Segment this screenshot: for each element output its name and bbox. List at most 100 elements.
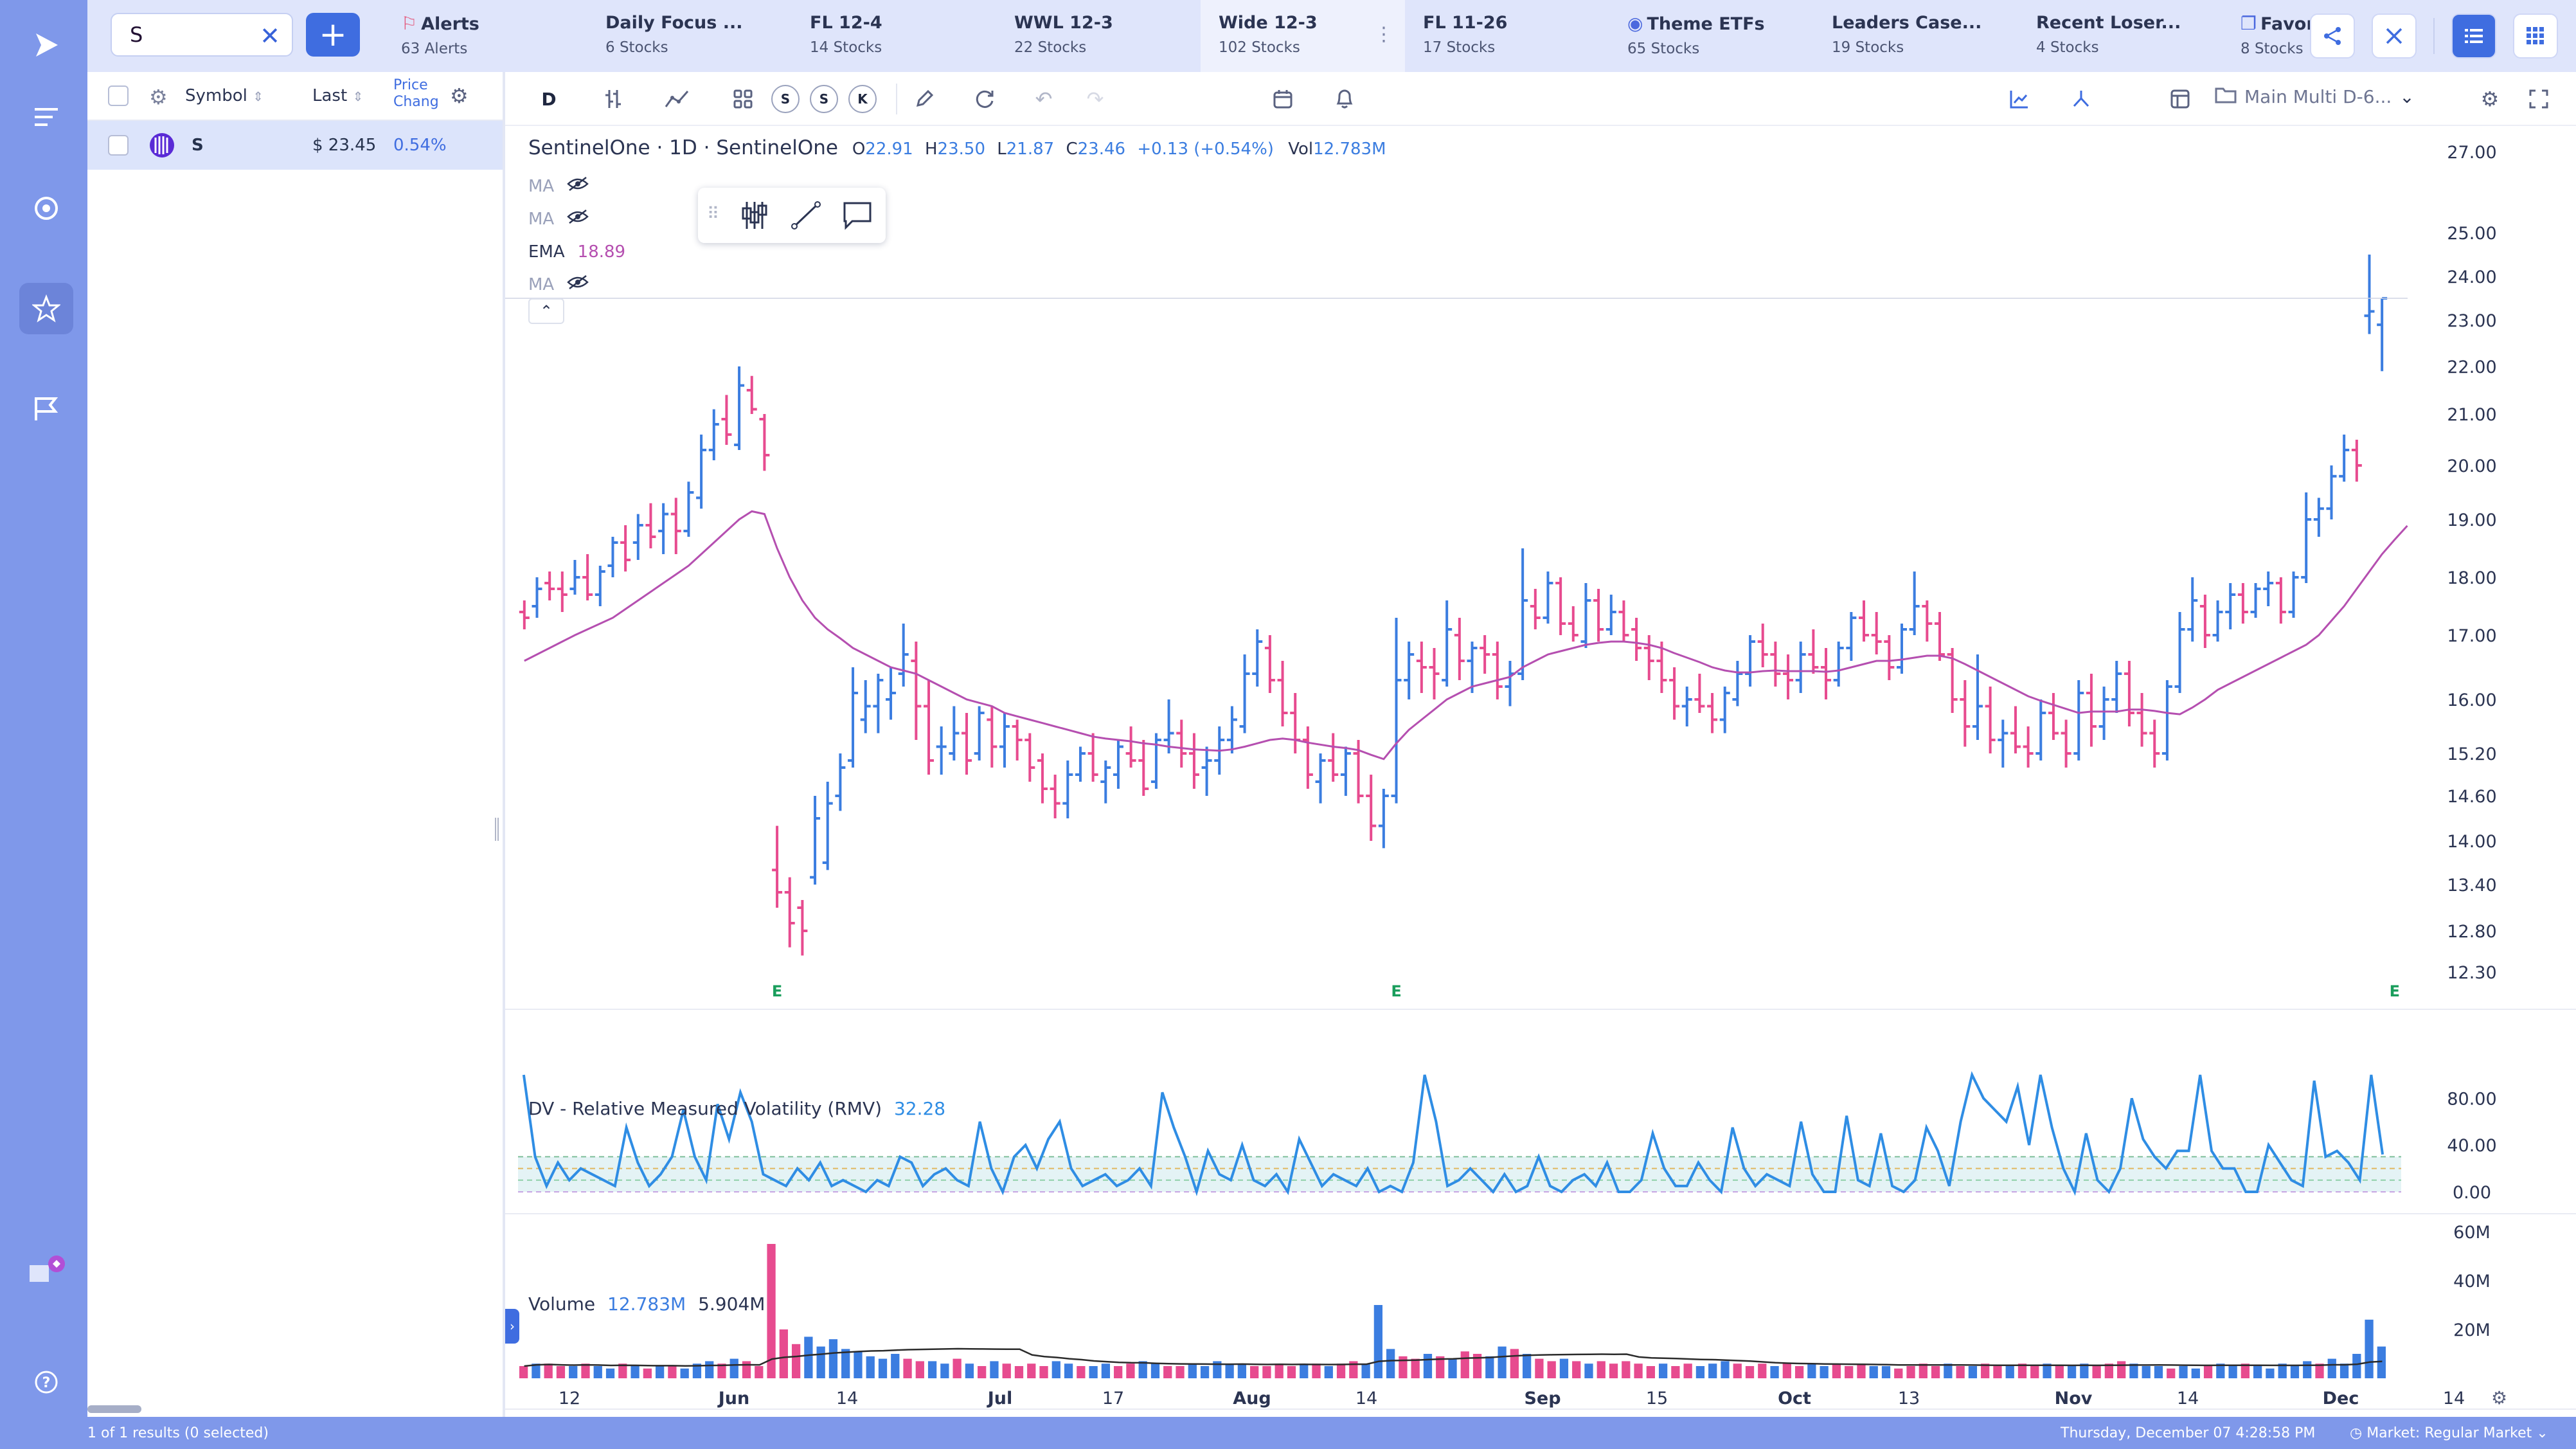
ohlc-bar bbox=[2010, 706, 2021, 753]
layout-grid-icon[interactable] bbox=[725, 81, 761, 117]
indicator-row[interactable]: MA bbox=[528, 268, 625, 301]
list-view-icon[interactable] bbox=[2451, 14, 2496, 59]
redo-icon[interactable]: ↷ bbox=[1086, 87, 1104, 111]
eye-hidden-icon[interactable] bbox=[567, 176, 589, 196]
study-k-button[interactable]: K bbox=[848, 85, 877, 113]
help-icon[interactable]: ? bbox=[19, 1356, 73, 1408]
note-icon[interactable] bbox=[841, 199, 874, 234]
study-s2-button[interactable]: S bbox=[810, 85, 838, 113]
clear-search-icon[interactable]: ✕ bbox=[260, 22, 280, 50]
watchlist-tab[interactable]: WWL 12-3 22 Stocks bbox=[996, 0, 1201, 72]
watchlist-tab[interactable]: FL 12-4 14 Stocks bbox=[792, 0, 996, 72]
indicators-icon[interactable] bbox=[659, 81, 695, 117]
indicator-row[interactable]: MA bbox=[528, 203, 625, 235]
volume-bar bbox=[1163, 1366, 1172, 1378]
watchlist-horizontal-scrollbar[interactable] bbox=[87, 1405, 141, 1413]
trend-line-icon[interactable] bbox=[789, 199, 823, 234]
column-settings-icon[interactable]: ⚙ bbox=[149, 85, 168, 109]
panel-settings-icon[interactable]: ⚙ bbox=[450, 84, 469, 108]
alert-bell-icon[interactable] bbox=[1327, 81, 1363, 117]
price-change-column-header[interactable]: Price Change bbox=[393, 77, 438, 110]
expand-pane-button[interactable]: › bbox=[505, 1309, 519, 1344]
watchlist-tab[interactable]: FL 11-26 17 Stocks bbox=[1405, 0, 1609, 72]
time-axis-label: Jul bbox=[987, 1389, 1013, 1408]
grid-view-icon[interactable] bbox=[2513, 14, 2558, 59]
interval-button[interactable]: D bbox=[541, 88, 557, 110]
panel-resize-handle[interactable] bbox=[495, 818, 499, 841]
ohlc-bar bbox=[696, 435, 707, 509]
volume-bar bbox=[680, 1368, 689, 1378]
chart-line-icon[interactable] bbox=[2001, 81, 2037, 117]
fullscreen-icon[interactable] bbox=[2521, 81, 2557, 117]
avatar[interactable] bbox=[19, 1247, 73, 1299]
watchlist-tab[interactable]: Leaders Case... 19 Stocks bbox=[1814, 0, 2018, 72]
symbol-column-header[interactable]: Symbol ⇕ bbox=[185, 86, 264, 105]
select-all-checkbox[interactable] bbox=[108, 86, 129, 106]
app-logo-icon[interactable] bbox=[19, 19, 73, 71]
crosshair-icon[interactable] bbox=[2063, 81, 2099, 117]
volume-bar bbox=[828, 1339, 838, 1378]
volume-bar bbox=[1411, 1358, 1420, 1378]
volume-bar bbox=[2303, 1361, 2312, 1378]
indicator-row[interactable]: MA bbox=[528, 170, 625, 203]
ohlc-bar bbox=[1770, 642, 1781, 687]
earnings-marker[interactable]: E bbox=[772, 982, 782, 1000]
volume-axis-label: 40M bbox=[2453, 1272, 2491, 1292]
ohlc-bar bbox=[2313, 498, 2324, 537]
alert-flag-icon: ⚐ bbox=[401, 13, 418, 34]
watchlist-star-icon[interactable] bbox=[19, 283, 73, 334]
drag-handle-icon[interactable]: ⠿ bbox=[707, 204, 720, 224]
draw-pencil-icon[interactable] bbox=[906, 81, 942, 117]
ohlc-bar bbox=[595, 566, 605, 606]
ohlc-bar bbox=[1618, 600, 1629, 642]
earnings-marker[interactable]: E bbox=[2390, 982, 2400, 1000]
earnings-marker[interactable]: E bbox=[1391, 982, 1401, 1000]
watchlist-tab[interactable]: ◉ Theme ETFs 65 Stocks bbox=[1609, 0, 1814, 72]
indicator-label: MA bbox=[528, 176, 555, 196]
calendar-icon[interactable] bbox=[1265, 81, 1301, 117]
layout-selector[interactable]: Main Multi D-6... ⌄ bbox=[2215, 85, 2415, 109]
layout-panel-icon[interactable] bbox=[2162, 81, 2198, 117]
tab-name: Alerts bbox=[421, 14, 479, 34]
last-column-header[interactable]: Last ⇕ bbox=[312, 86, 364, 105]
collapse-legend-button[interactable]: ⌃ bbox=[528, 298, 564, 324]
time-axis-label: Jun bbox=[717, 1389, 750, 1408]
refresh-icon[interactable] bbox=[967, 81, 1003, 117]
tab-menu-icon[interactable]: ⋮ bbox=[1374, 23, 1393, 46]
indicator-row[interactable]: EMA 18.89 bbox=[528, 235, 625, 268]
add-watchlist-button[interactable]: + bbox=[306, 13, 360, 57]
watchlist-tab[interactable]: Wide 12-3 102 Stocks ⋮ bbox=[1201, 0, 1405, 72]
undo-icon[interactable]: ↶ bbox=[1035, 87, 1053, 111]
volume-bar bbox=[1027, 1364, 1036, 1378]
ohlc-bar bbox=[1315, 753, 1326, 804]
volume-bar bbox=[1262, 1366, 1271, 1378]
alerts-flag-icon[interactable] bbox=[19, 383, 73, 435]
price-axis-label: 25.00 bbox=[2447, 224, 2496, 244]
bar-style-icon[interactable] bbox=[595, 81, 631, 117]
share-icon[interactable] bbox=[2310, 14, 2355, 59]
chart-settings-icon[interactable]: ⚙ bbox=[2480, 87, 2500, 111]
volume-bar bbox=[2377, 1346, 2386, 1378]
volume-bar bbox=[1931, 1366, 1940, 1378]
watchlist-tab[interactable]: ⚐ Alerts 63 Alerts bbox=[383, 0, 587, 72]
study-s-button[interactable]: S bbox=[771, 85, 800, 113]
eye-hidden-icon[interactable] bbox=[567, 209, 589, 229]
row-checkbox[interactable] bbox=[108, 135, 129, 156]
eye-hidden-icon[interactable] bbox=[567, 274, 589, 294]
watchlist-tab[interactable]: Daily Focus ... 6 Stocks bbox=[587, 0, 792, 72]
rmv-legend: DV - Relative Measured Volatility (RMV) … bbox=[528, 1098, 946, 1119]
time-axis-settings-icon[interactable]: ⚙ bbox=[2491, 1387, 2508, 1408]
ohlc-bar bbox=[746, 375, 757, 414]
ohlc-bar bbox=[1366, 775, 1377, 841]
symbol-search-input[interactable]: S ✕ bbox=[111, 13, 293, 57]
candles-draw-icon[interactable] bbox=[738, 199, 771, 234]
watchlist-tab[interactable]: ❐ Favor 8 Stocks bbox=[2223, 0, 2427, 72]
scanner-icon[interactable] bbox=[19, 183, 73, 234]
table-row[interactable]: S $ 23.45 0.54% bbox=[87, 121, 503, 170]
price-chart[interactable]: E E E 80.00 40.00 0.00 60M 40M 20M 27.00 25.00 2… bbox=[505, 72, 2576, 1417]
watchlist-tab[interactable]: Recent Loser... 4 Stocks bbox=[2018, 0, 2223, 72]
market-status[interactable]: ◷ Market: Regular Market ⌄ bbox=[2350, 1425, 2548, 1441]
menu-icon[interactable] bbox=[19, 91, 73, 143]
ohlc-bar bbox=[2086, 674, 2097, 747]
x-social-icon[interactable] bbox=[2372, 14, 2417, 59]
